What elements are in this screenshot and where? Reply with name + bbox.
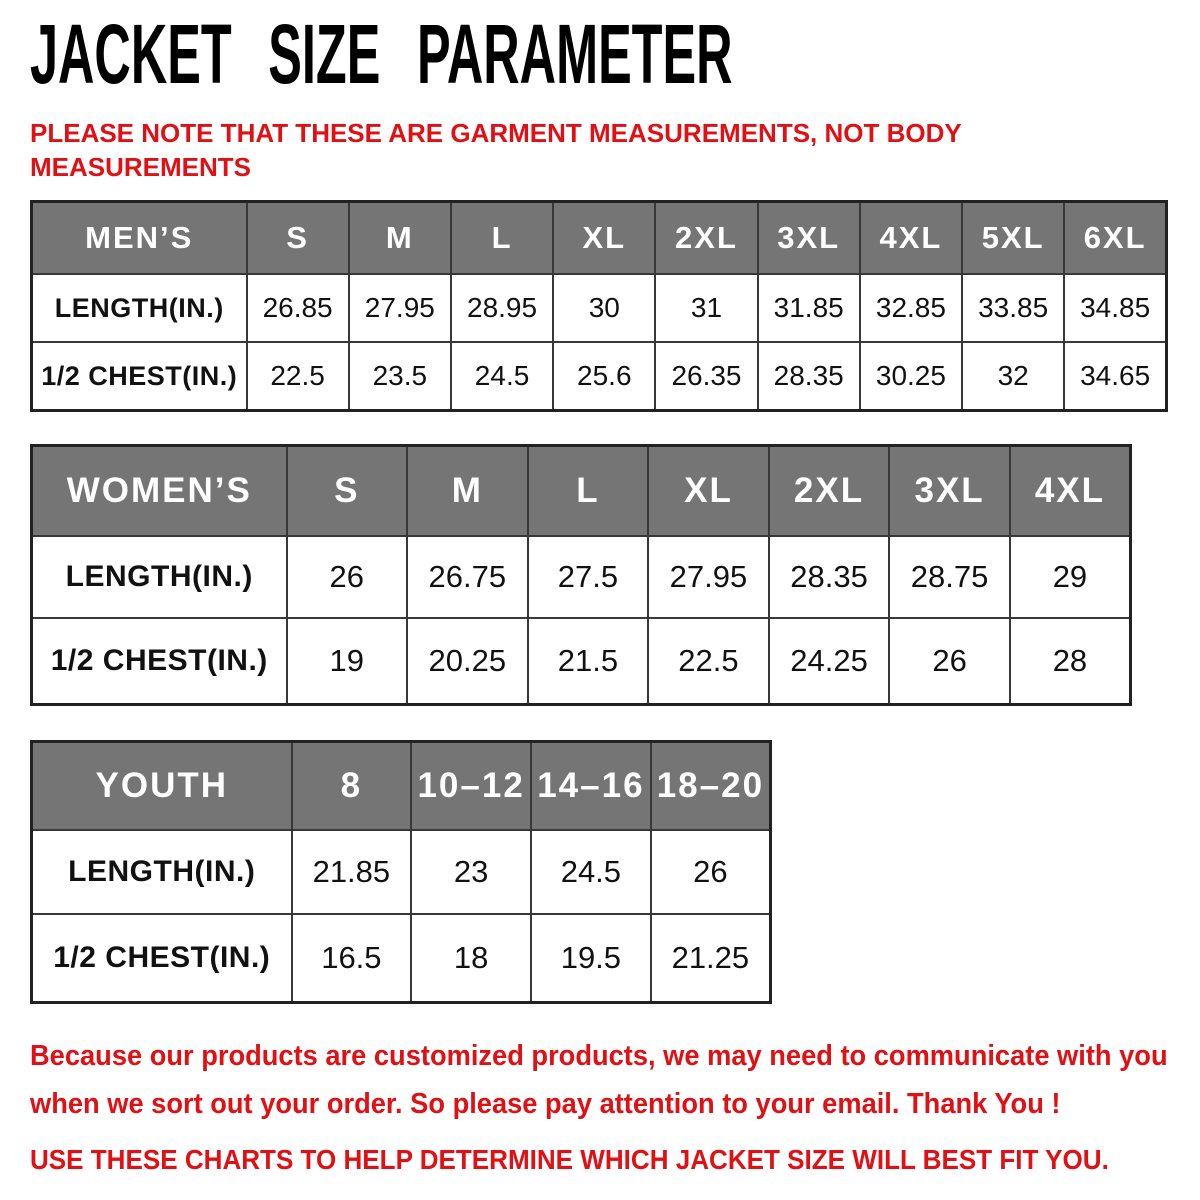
value-cell: 30.25 [858, 341, 964, 412]
mens-length-row: LENGTH(IN.) 26.85 27.95 28.95 30 31 31.8… [30, 273, 1168, 343]
customization-notice-line-1: Because our products are customized prod… [30, 1040, 1168, 1072]
size-header-cell: M [347, 200, 452, 275]
size-header-cell: 6XL [1063, 200, 1168, 275]
value-cell: 27.5 [526, 535, 650, 619]
value-cell: 32 [961, 341, 1066, 412]
youth-header-row: YOUTH 8 10–12 14–16 18–20 [30, 740, 772, 831]
mens-chest-row: 1/2 CHEST(IN.) 22.5 23.5 24.5 25.6 26.35… [30, 341, 1168, 412]
value-cell: 22.5 [647, 617, 770, 706]
size-header-cell: 3XL [756, 200, 861, 275]
value-cell: 34.65 [1063, 341, 1168, 412]
size-header-cell: 5XL [961, 200, 1066, 275]
womens-table-title-cell: WOMEN’S [30, 444, 288, 537]
value-cell: 26 [649, 829, 772, 915]
customization-notice-line-2: when we sort out your order. So please p… [30, 1088, 1061, 1120]
value-cell: 24.5 [449, 341, 555, 412]
value-cell: 31.85 [756, 273, 861, 343]
size-header-cell: 14–16 [530, 740, 652, 831]
row-label-cell: LENGTH(IN.) [30, 273, 248, 343]
size-header-cell: 4XL [858, 200, 964, 275]
customization-notice: Because our products are customized prod… [30, 1032, 1200, 1128]
value-cell: 28.95 [449, 273, 555, 343]
size-header-cell: XL [647, 444, 770, 537]
size-header-cell: 2XL [654, 200, 759, 275]
value-cell: 19 [285, 617, 409, 706]
size-header-cell: 18–20 [649, 740, 772, 831]
fit-instruction-line: USE THESE CHARTS TO HELP DETERMINE WHICH… [30, 1144, 1109, 1175]
womens-size-table: WOMEN’S S M L XL 2XL 3XL 4XL LENGTH(IN.)… [30, 444, 1132, 706]
value-cell: 27.95 [647, 535, 770, 619]
mens-table-title-cell: MEN’S [30, 200, 248, 275]
youth-size-table: YOUTH 8 10–12 14–16 18–20 LENGTH(IN.) 21… [30, 740, 772, 1004]
note-line-2: MEASUREMENTS [30, 152, 252, 182]
value-cell: 34.85 [1063, 273, 1168, 343]
value-cell: 28.35 [767, 535, 891, 619]
size-header-cell: 2XL [767, 444, 891, 537]
value-cell: 29 [1008, 535, 1132, 619]
size-header-cell: S [245, 200, 350, 275]
size-header-cell: 4XL [1008, 444, 1132, 537]
value-cell: 26.85 [245, 273, 350, 343]
value-cell: 25.6 [552, 341, 657, 412]
value-cell: 28.35 [756, 341, 861, 412]
value-cell: 23 [410, 829, 532, 915]
row-label-cell: 1/2 CHEST(IN.) [30, 617, 288, 706]
value-cell: 27.95 [347, 273, 452, 343]
womens-chest-row: 1/2 CHEST(IN.) 19 20.25 21.5 22.5 24.25 … [30, 617, 1132, 706]
value-cell: 31 [654, 273, 759, 343]
value-cell: 20.25 [406, 617, 529, 706]
value-cell: 21.85 [290, 829, 413, 915]
womens-length-row: LENGTH(IN.) 26 26.75 27.5 27.95 28.35 28… [30, 535, 1132, 619]
youth-chest-row: 1/2 CHEST(IN.) 16.5 18 19.5 21.25 [30, 913, 772, 1004]
page-title: JACKET SIZE PARAMETER [30, 7, 733, 101]
value-cell: 26.75 [406, 535, 529, 619]
value-cell: 26.35 [654, 341, 759, 412]
value-cell: 24.25 [767, 617, 891, 706]
size-header-cell: 10–12 [410, 740, 532, 831]
value-cell: 16.5 [290, 913, 413, 1004]
size-header-cell: XL [552, 200, 657, 275]
size-header-cell: L [449, 200, 555, 275]
size-header-cell: 3XL [888, 444, 1011, 537]
mens-header-row: MEN’S S M L XL 2XL 3XL 4XL 5XL 6XL [30, 200, 1168, 275]
value-cell: 32.85 [858, 273, 964, 343]
value-cell: 28.75 [888, 535, 1011, 619]
value-cell: 24.5 [530, 829, 652, 915]
value-cell: 22.5 [245, 341, 350, 412]
row-label-cell: 1/2 CHEST(IN.) [30, 341, 248, 412]
size-chart-page: JACKET SIZE PARAMETER PLEASE NOTE THAT T… [0, 12, 1200, 1200]
size-header-cell: M [406, 444, 529, 537]
value-cell: 26 [285, 535, 409, 619]
value-cell: 26 [888, 617, 1011, 706]
value-cell: 18 [410, 913, 532, 1004]
note-line-1: PLEASE NOTE THAT THESE ARE GARMENT MEASU… [30, 118, 962, 148]
value-cell: 33.85 [961, 273, 1066, 343]
value-cell: 19.5 [530, 913, 652, 1004]
row-label-cell: LENGTH(IN.) [30, 535, 288, 619]
value-cell: 23.5 [347, 341, 452, 412]
row-label-cell: LENGTH(IN.) [30, 829, 293, 915]
value-cell: 30 [552, 273, 657, 343]
mens-size-table: MEN’S S M L XL 2XL 3XL 4XL 5XL 6XL LENGT… [30, 200, 1168, 412]
value-cell: 21.5 [526, 617, 650, 706]
size-header-cell: 8 [290, 740, 413, 831]
youth-length-row: LENGTH(IN.) 21.85 23 24.5 26 [30, 829, 772, 915]
youth-table-title-cell: YOUTH [30, 740, 293, 831]
womens-header-row: WOMEN’S S M L XL 2XL 3XL 4XL [30, 444, 1132, 537]
size-header-cell: S [285, 444, 409, 537]
row-label-cell: 1/2 CHEST(IN.) [30, 913, 293, 1004]
value-cell: 28 [1008, 617, 1132, 706]
garment-measurement-note: PLEASE NOTE THAT THESE ARE GARMENT MEASU… [30, 116, 1200, 184]
value-cell: 21.25 [649, 913, 772, 1004]
size-header-cell: L [526, 444, 650, 537]
